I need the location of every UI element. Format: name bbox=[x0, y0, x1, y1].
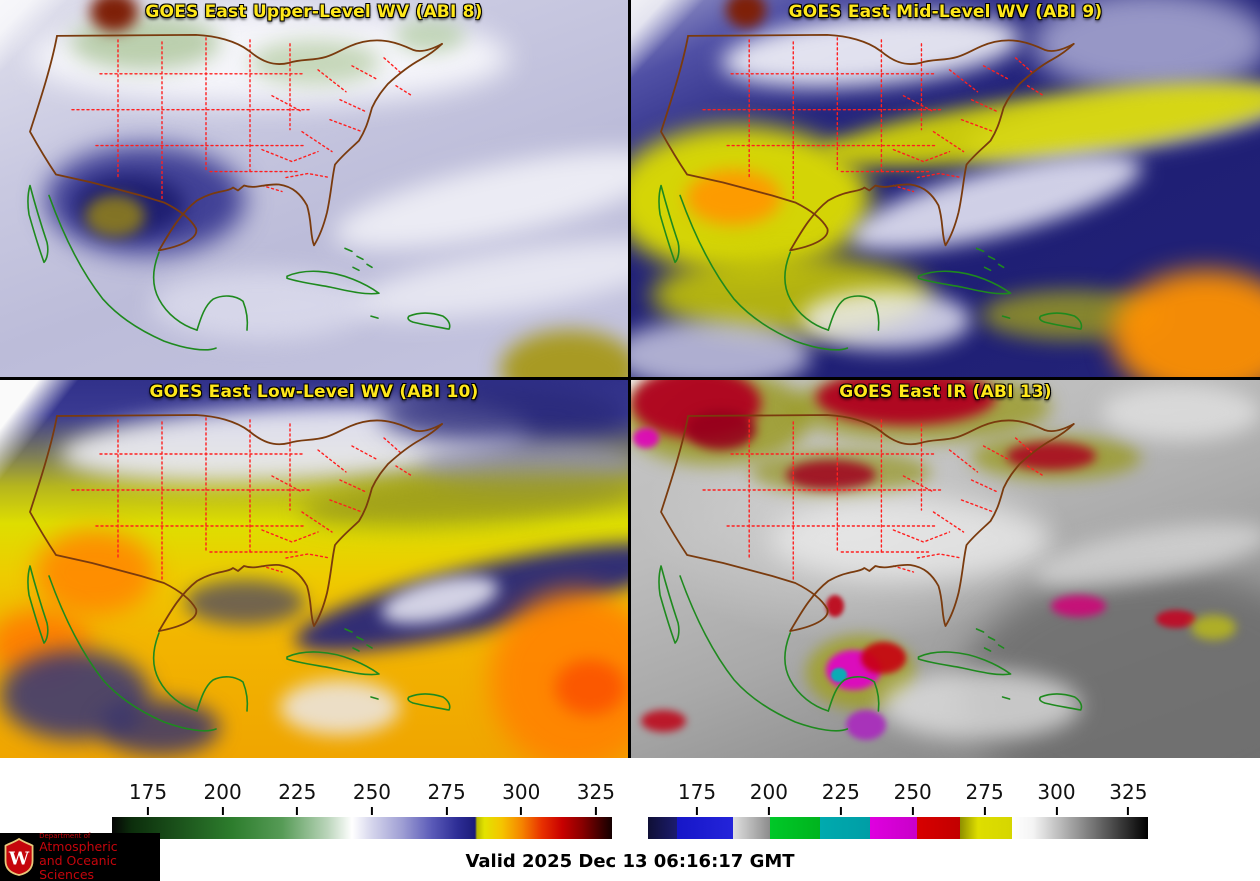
colorbar-tick-label: 200 bbox=[203, 780, 242, 804]
panel-upper-level-wv: GOES East Upper-Level WV (ABI 8) bbox=[0, 0, 628, 377]
colorbar-tick-label: 225 bbox=[278, 780, 317, 804]
colorbar-tick-mark bbox=[1055, 807, 1058, 815]
colorbar-tick-mark bbox=[520, 807, 523, 815]
wv-feature bbox=[185, 580, 305, 625]
colorbar-tick-label: 275 bbox=[427, 780, 466, 804]
colorbar-tick: 250 bbox=[353, 782, 391, 815]
logo-text: Department of Atmospheric and Oceanic Sc… bbox=[39, 832, 160, 881]
colorbar-tick: 300 bbox=[502, 782, 540, 815]
colorbar-tick: 250 bbox=[894, 782, 932, 815]
ir-feature bbox=[641, 710, 686, 732]
wv-feature bbox=[686, 170, 781, 225]
colorbar-tick: 300 bbox=[1037, 780, 1076, 815]
colorbar-tick-mark bbox=[696, 807, 698, 815]
colorbar-tick-label: 325 bbox=[1109, 780, 1148, 804]
colorbar-tick-mark bbox=[983, 807, 986, 815]
colorbar-tick-label: 300 bbox=[1037, 780, 1076, 804]
ir-feature bbox=[771, 500, 1051, 580]
wv-feature bbox=[555, 660, 625, 715]
svg-text:W: W bbox=[8, 849, 30, 870]
panel-mid-level-wv: GOES East Mid-Level WV (ABI 9) bbox=[631, 0, 1260, 377]
colorbar-tick-label: 175 bbox=[128, 780, 168, 804]
wv-colorbar-gradient bbox=[112, 817, 612, 839]
colorbar-tick-mark bbox=[1127, 807, 1130, 815]
panel-title: GOES East Upper-Level WV (ABI 8) bbox=[145, 2, 483, 22]
colorbar-tick-mark bbox=[296, 807, 299, 815]
colorbar-tick-mark bbox=[147, 807, 149, 815]
ir-feature bbox=[826, 595, 844, 617]
ir-feature bbox=[861, 642, 906, 674]
colorbar-tick-label: 225 bbox=[821, 780, 860, 804]
ir-feature bbox=[786, 460, 876, 490]
colorbar-tick: 225 bbox=[822, 782, 860, 815]
wv-feature bbox=[801, 290, 971, 350]
map-overlay bbox=[658, 34, 1083, 351]
colorbar-tick-mark bbox=[767, 807, 770, 815]
ir-feature bbox=[1191, 615, 1236, 640]
wv-feature bbox=[380, 385, 628, 445]
colorbar-tick-label: 250 bbox=[893, 780, 932, 804]
logo-dept-label: Department of bbox=[39, 831, 91, 840]
wv-colorbar: 175 200 225 250 275 300 325 bbox=[112, 782, 615, 840]
uw-crest-icon: W bbox=[4, 837, 34, 876]
ir-feature bbox=[846, 710, 886, 740]
panel-title: GOES East Mid-Level WV (ABI 9) bbox=[788, 2, 1103, 22]
colorbar-tick: 200 bbox=[750, 782, 788, 815]
ir-feature bbox=[881, 670, 1081, 740]
colorbar-tick: 325 bbox=[577, 782, 615, 815]
colorbar-tick-mark bbox=[839, 807, 842, 815]
panel-title: GOES East IR (ABI 13) bbox=[839, 382, 1052, 402]
ir-feature bbox=[1051, 595, 1106, 617]
colorbar-tick-mark bbox=[911, 807, 914, 815]
ir-feature bbox=[1006, 442, 1096, 470]
wv-feature bbox=[100, 700, 220, 755]
wv-feature bbox=[150, 270, 370, 340]
ir-colorbar-gradient bbox=[648, 817, 1148, 839]
colorbar-tick: 225 bbox=[278, 782, 316, 815]
map-overlay bbox=[658, 414, 1083, 732]
colorbar-tick-mark bbox=[594, 807, 597, 815]
colorbar-tick-mark bbox=[445, 807, 448, 815]
colorbar-tick-mark bbox=[221, 807, 224, 815]
panel-title: GOES East Low-Level WV (ABI 10) bbox=[149, 382, 479, 402]
wv-feature bbox=[85, 195, 145, 237]
colorbar-tick-label: 200 bbox=[749, 780, 788, 804]
ir-colorbar: 175 200 225 250 275 300 325 bbox=[648, 782, 1148, 840]
ir-feature bbox=[1101, 385, 1260, 440]
colorbar-tick: 275 bbox=[966, 782, 1004, 815]
ir-feature bbox=[633, 428, 659, 448]
valid-timestamp: Valid 2025 Dec 13 06:16:17 GMT bbox=[465, 851, 795, 872]
panel-ir: GOES East IR (ABI 13) bbox=[631, 380, 1260, 758]
wv-feature bbox=[90, 0, 138, 32]
colorbar-tick: 175 bbox=[129, 782, 167, 815]
colorbar-tick-label: 175 bbox=[677, 780, 717, 804]
wv-feature bbox=[35, 530, 155, 615]
colorbar-tick: 175 bbox=[678, 782, 716, 815]
map-overlay bbox=[27, 34, 451, 351]
colorbar-tick: 325 bbox=[1109, 782, 1147, 815]
colorbar-tick-label: 275 bbox=[965, 780, 1004, 804]
colorbar-tick-mark bbox=[370, 807, 373, 815]
wv-feature bbox=[631, 320, 811, 377]
ir-feature bbox=[1156, 610, 1196, 628]
logo-line1: Atmospheric bbox=[39, 839, 118, 855]
uw-aos-logo: W Department of Atmospheric and Oceanic … bbox=[0, 832, 160, 881]
wv-feature bbox=[280, 680, 400, 735]
map-overlay bbox=[27, 414, 451, 732]
logo-line2: and Oceanic Sciences bbox=[39, 853, 117, 881]
colorbar-tick: 275 bbox=[428, 782, 466, 815]
ir-feature bbox=[831, 668, 847, 682]
panel-low-level-wv: GOES East Low-Level WV (ABI 10) bbox=[0, 380, 628, 758]
colorbar-tick-label: 325 bbox=[576, 780, 615, 804]
colorbar-tick: 200 bbox=[204, 782, 242, 815]
colorbar-tick-label: 250 bbox=[352, 780, 392, 804]
panel-grid: GOES East Upper-Level WV (ABI 8) GOES Ea… bbox=[0, 0, 1260, 758]
colorbar-tick-label: 300 bbox=[502, 780, 541, 804]
wv-feature bbox=[726, 0, 766, 28]
